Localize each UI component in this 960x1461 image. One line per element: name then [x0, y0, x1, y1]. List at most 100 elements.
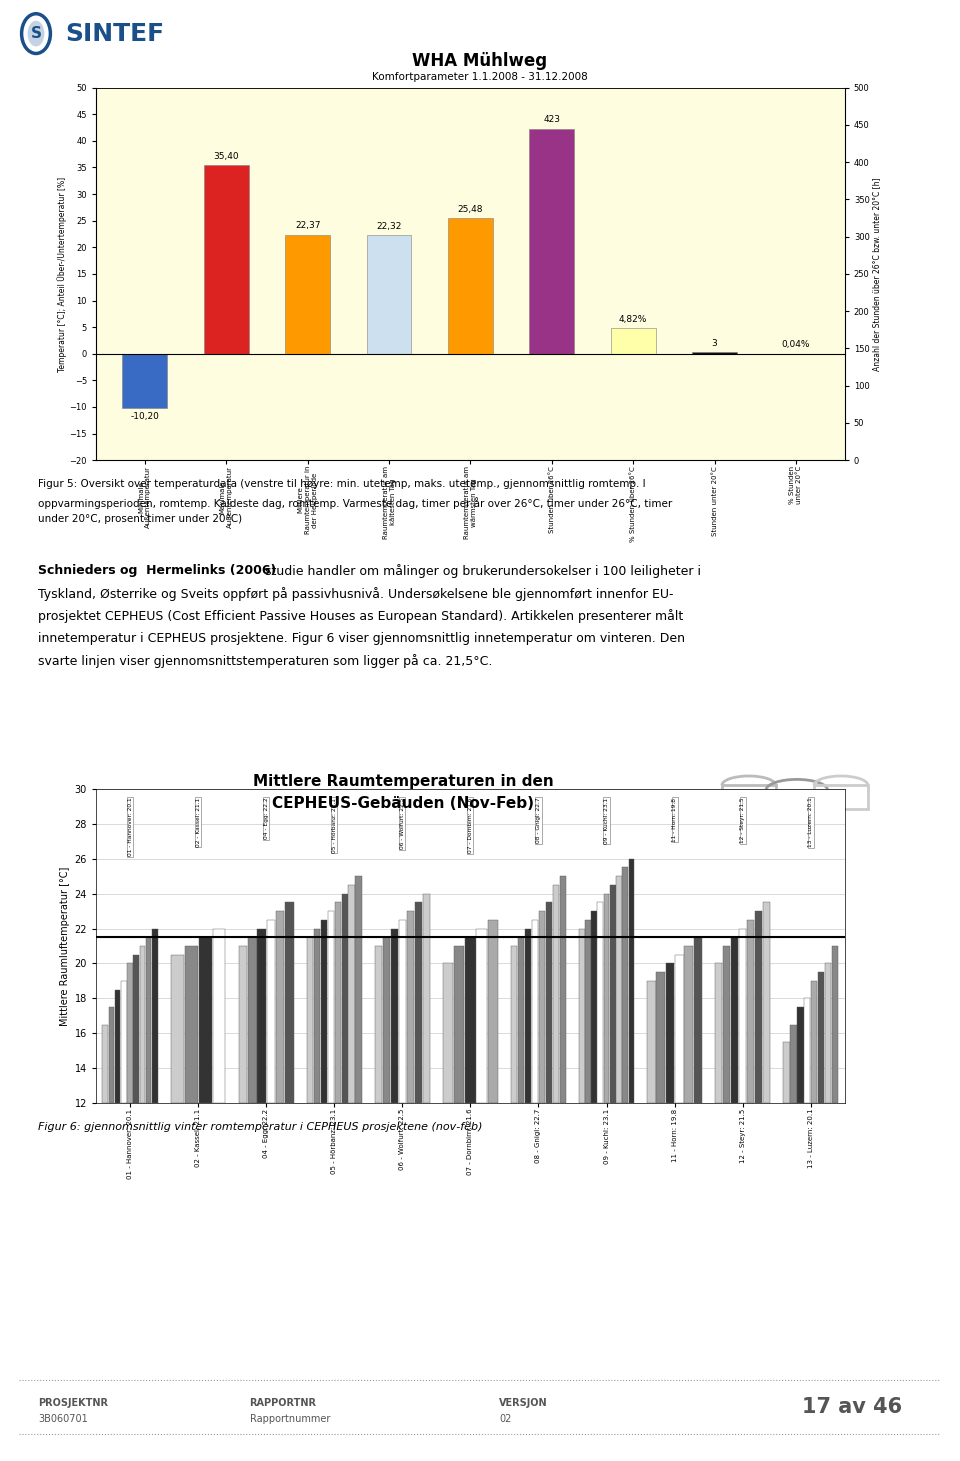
Text: oppvarmingsperioden, romtemp. Kaldeste dag, romtemp. Varmeste dag, timer per år : oppvarmingsperioden, romtemp. Kaldeste d…	[38, 497, 673, 508]
Y-axis label: Anzahl der Stunden über 26°C bzw. unter 20°C [h]: Anzahl der Stunden über 26°C bzw. unter …	[873, 177, 881, 371]
Text: 08 - Gnigl: 22.7: 08 - Gnigl: 22.7	[536, 798, 541, 843]
Text: Rapportnummer: Rapportnummer	[250, 1414, 330, 1424]
Bar	[715, 963, 723, 1103]
Bar	[814, 785, 868, 809]
Bar	[675, 954, 684, 1103]
Bar	[383, 938, 390, 1103]
Bar	[374, 947, 382, 1103]
Bar	[747, 920, 755, 1103]
Bar	[204, 165, 249, 354]
Bar	[763, 903, 770, 1103]
Text: 02 - Kassel: 21.1: 02 - Kassel: 21.1	[196, 798, 201, 847]
Bar	[121, 980, 127, 1103]
Bar	[133, 954, 139, 1103]
Bar	[511, 947, 517, 1103]
Text: 17 av 46: 17 av 46	[803, 1397, 902, 1417]
Bar	[585, 920, 590, 1103]
Bar	[184, 947, 198, 1103]
Text: PROSJEKTNR: PROSJEKTNR	[38, 1398, 108, 1408]
Text: 06 - Wolfurt: 22.5: 06 - Wolfurt: 22.5	[399, 798, 405, 849]
Bar	[657, 972, 665, 1103]
Bar	[579, 929, 585, 1103]
Bar	[123, 354, 167, 408]
Text: Komfortparameter 1.1.2008 - 31.12.2008: Komfortparameter 1.1.2008 - 31.12.2008	[372, 72, 588, 82]
Bar	[152, 929, 157, 1103]
Bar	[723, 947, 731, 1103]
Text: Mittlere Raumtemperaturen in den: Mittlere Raumtemperaturen in den	[252, 774, 554, 789]
Bar	[739, 929, 746, 1103]
Bar	[355, 877, 362, 1103]
Text: 423: 423	[543, 115, 561, 124]
Bar	[146, 938, 152, 1103]
Text: svarte linjen viser gjennomsnittstemperaturen som ligger på ca. 21,5°C.: svarte linjen viser gjennomsnittstempera…	[38, 655, 492, 669]
Bar	[103, 1024, 108, 1103]
Bar	[811, 980, 818, 1103]
Bar	[398, 920, 406, 1103]
Bar	[818, 972, 825, 1103]
Text: 11 - Horn: 19.8: 11 - Horn: 19.8	[672, 798, 677, 842]
Bar	[665, 963, 674, 1103]
Bar	[825, 963, 831, 1103]
Bar	[391, 929, 398, 1103]
Bar	[276, 912, 284, 1103]
Bar	[267, 920, 276, 1103]
Bar	[529, 129, 574, 354]
Bar	[616, 877, 622, 1103]
Bar	[466, 938, 475, 1103]
Bar	[367, 235, 412, 354]
Bar	[553, 885, 559, 1103]
Bar	[797, 1007, 804, 1103]
Bar	[127, 963, 132, 1103]
Text: Tyskland, Østerrike og Sveits oppført på passivhusnivå. Undersøkelsene ble gjenn: Tyskland, Østerrike og Sveits oppført på…	[38, 586, 674, 600]
Text: 0,04%: 0,04%	[781, 340, 810, 349]
Text: Schnieders og  Hermelinks (2006): Schnieders og Hermelinks (2006)	[38, 564, 276, 577]
Bar	[545, 903, 552, 1103]
Bar	[611, 329, 656, 354]
Bar	[488, 920, 498, 1103]
Bar	[285, 903, 294, 1103]
Bar	[693, 938, 702, 1103]
Bar	[622, 868, 628, 1103]
Bar	[804, 998, 810, 1103]
Bar	[348, 885, 355, 1103]
Text: 01 - Hannover: 20.1: 01 - Hannover: 20.1	[128, 798, 132, 856]
Bar	[415, 903, 422, 1103]
Y-axis label: Temperatur [°C]; Anteil Über-/Untertemperatur [%]: Temperatur [°C]; Anteil Über-/Untertempe…	[57, 177, 66, 371]
Bar	[422, 894, 430, 1103]
Bar	[248, 938, 256, 1103]
Text: under 20°C, prosent timer under 20°C): under 20°C, prosent timer under 20°C)	[38, 514, 243, 524]
Text: 02: 02	[499, 1414, 512, 1424]
Text: innetemperatur i CEPHEUS prosjektene. Figur 6 viser gjennomsnittlig innetemperat: innetemperatur i CEPHEUS prosjektene. Fi…	[38, 631, 685, 644]
Bar	[199, 938, 211, 1103]
Bar	[647, 980, 656, 1103]
Bar	[476, 929, 487, 1103]
Text: 04 - Egg: 22.2: 04 - Egg: 22.2	[264, 798, 269, 839]
Text: SINTEF: SINTEF	[65, 22, 164, 45]
Bar	[334, 903, 341, 1103]
Bar	[517, 938, 524, 1103]
Bar	[532, 920, 539, 1103]
Bar	[327, 912, 334, 1103]
Text: 05 - Hörbanz: 23.1: 05 - Hörbanz: 23.1	[332, 798, 337, 853]
Bar	[604, 894, 610, 1103]
Text: Figur 6: gjennomsnittlig vinter romtemperatur i CEPHEUS prosjektene (nov-feb): Figur 6: gjennomsnittlig vinter romtempe…	[38, 1122, 483, 1132]
Bar	[790, 1024, 797, 1103]
Bar	[285, 235, 330, 354]
Text: 12 - Steyr: 21.5: 12 - Steyr: 21.5	[740, 798, 745, 843]
Ellipse shape	[28, 20, 44, 47]
Bar	[171, 954, 183, 1103]
Bar	[239, 947, 248, 1103]
Text: 35,40: 35,40	[213, 152, 239, 161]
Text: 22,37: 22,37	[295, 222, 321, 231]
Text: 3B060701: 3B060701	[38, 1414, 88, 1424]
Bar	[115, 989, 121, 1103]
Bar	[684, 947, 693, 1103]
Text: RAPPORTNR: RAPPORTNR	[250, 1398, 317, 1408]
Bar	[766, 790, 828, 814]
Bar	[306, 938, 313, 1103]
Text: WHA Mühlweg: WHA Mühlweg	[413, 53, 547, 70]
Bar	[539, 912, 545, 1103]
Bar	[591, 912, 597, 1103]
Text: 22,32: 22,32	[376, 222, 401, 231]
Bar	[257, 929, 266, 1103]
